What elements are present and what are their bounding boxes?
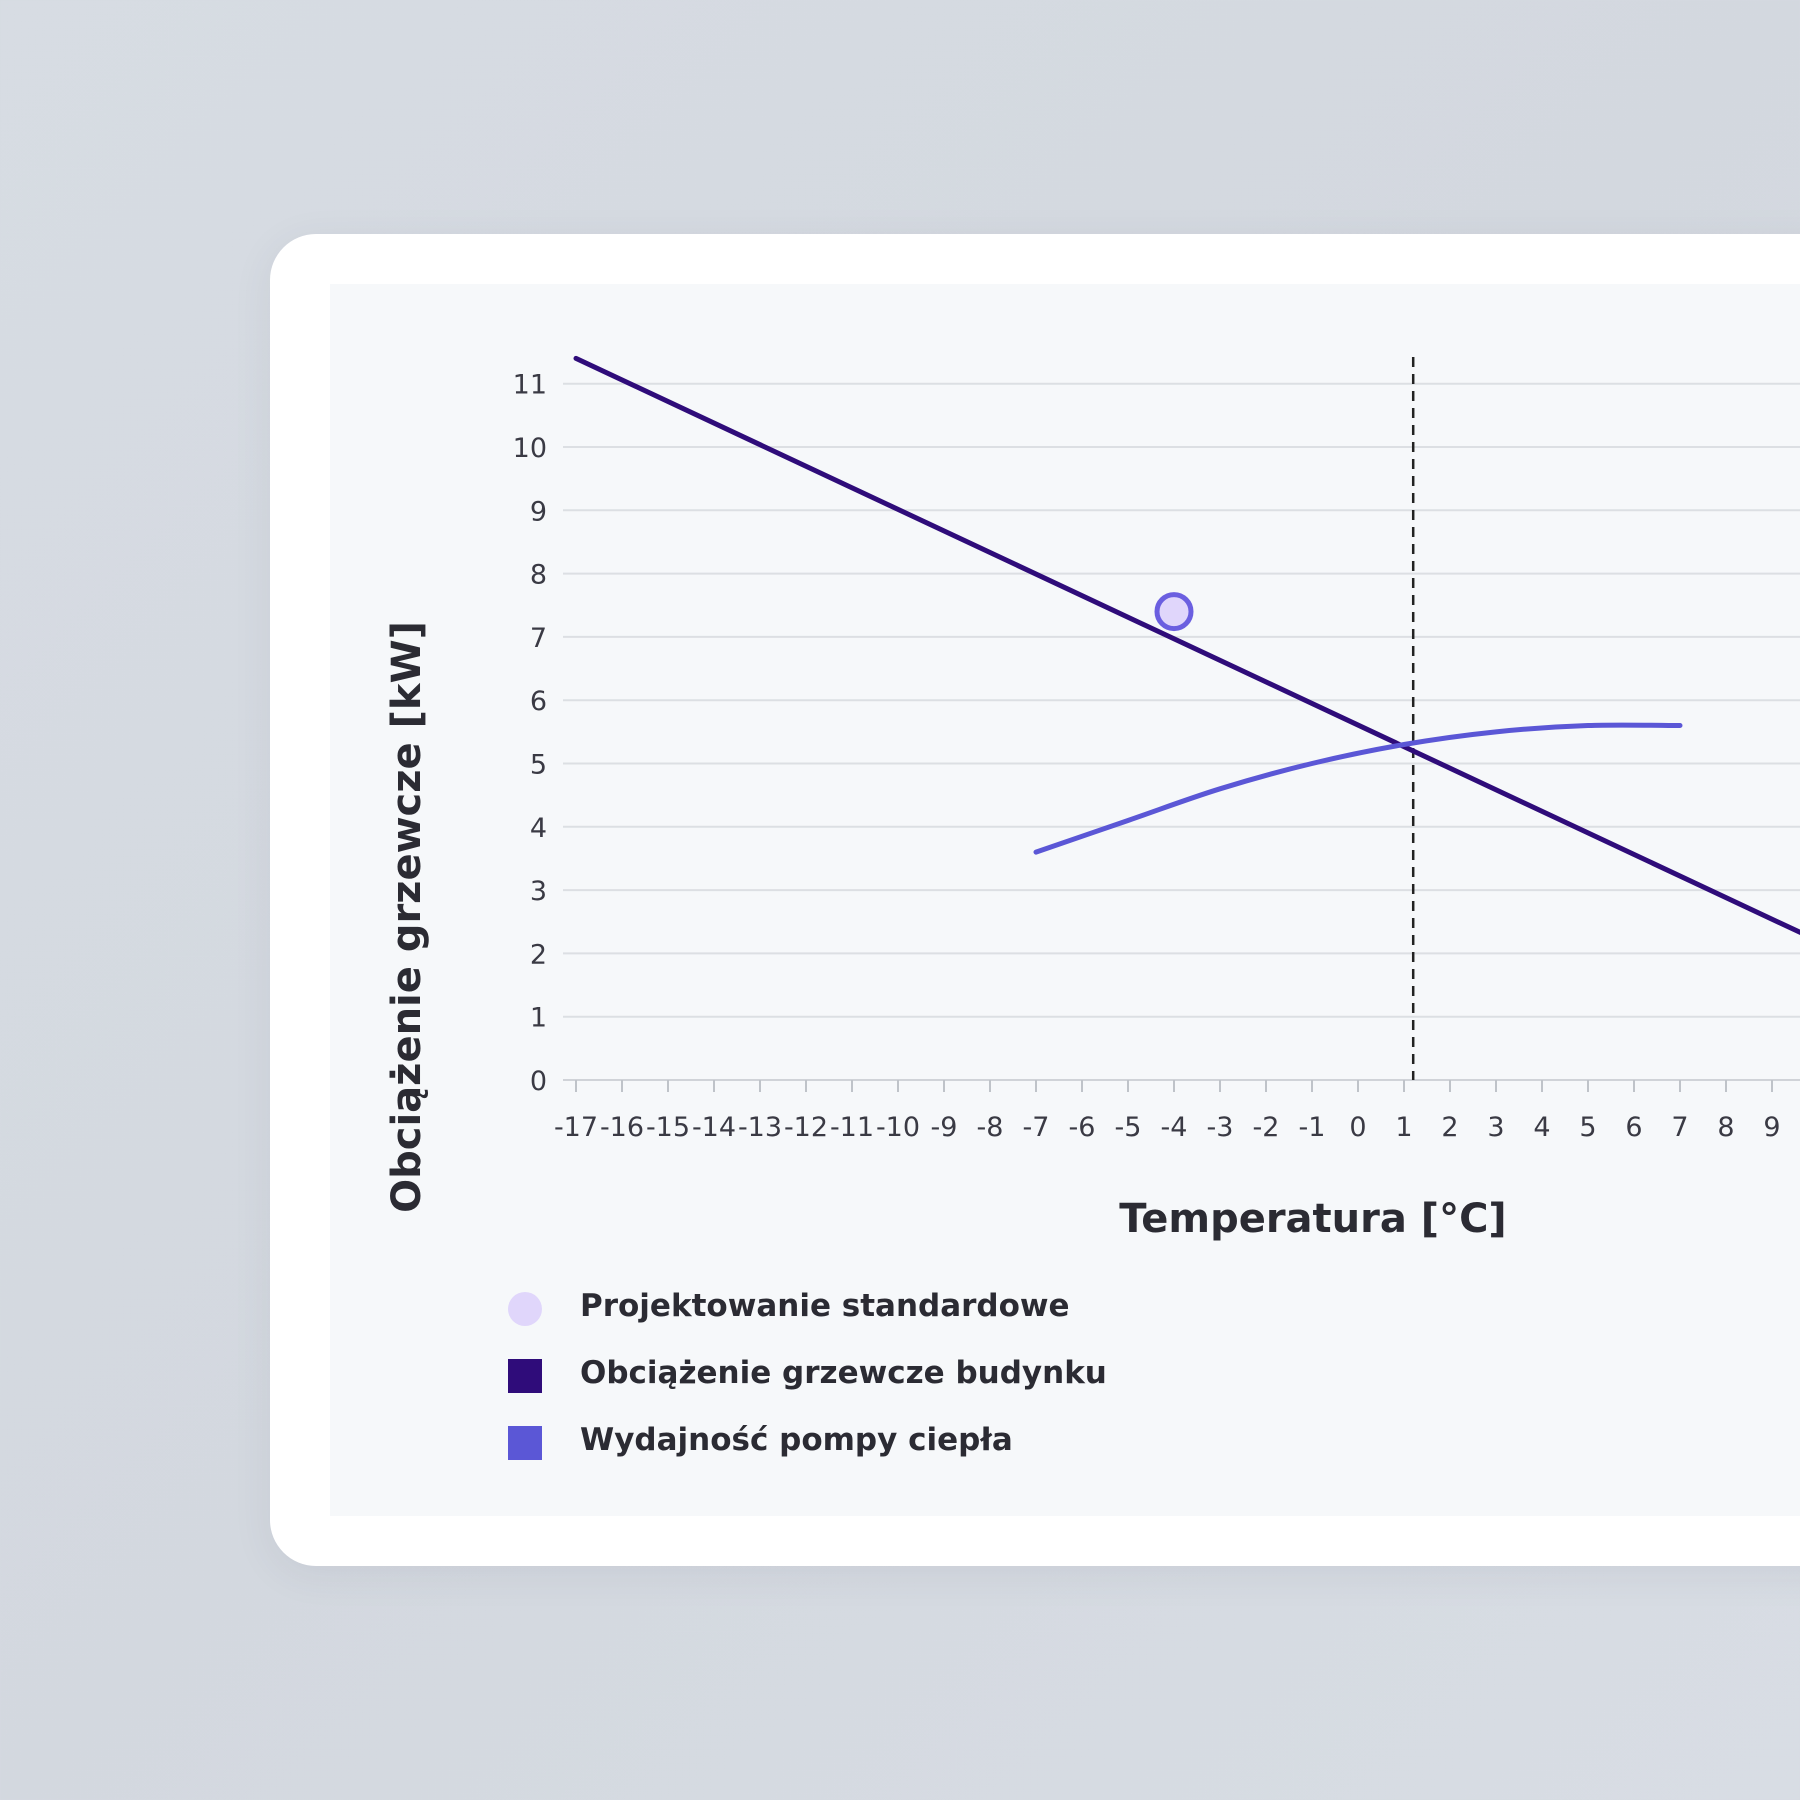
x-tick-label: 8 (1717, 1112, 1734, 1143)
legend-label: Wydajność pompy ciepła (580, 1422, 1013, 1458)
y-tick-label: 9 (530, 496, 547, 527)
x-tick-label: 7 (1671, 1112, 1688, 1143)
x-tick-label: -8 (977, 1112, 1004, 1143)
x-tick-label: -12 (784, 1112, 828, 1143)
y-tick-label: 3 (530, 876, 547, 907)
x-tick-label: -15 (646, 1112, 690, 1143)
x-tick-label: -16 (600, 1112, 644, 1143)
x-tick-label: -2 (1253, 1112, 1280, 1143)
x-tick-label: 3 (1487, 1112, 1504, 1143)
x-axis-title: Temperatura [°C] (1119, 1196, 1506, 1242)
x-tick-label: -4 (1161, 1112, 1188, 1143)
y-tick-label: 0 (530, 1066, 547, 1097)
x-tick-label: 9 (1763, 1112, 1780, 1143)
x-tick-label: -1 (1299, 1112, 1326, 1143)
chart-panel (330, 284, 1800, 1516)
design-point-marker (1154, 592, 1194, 632)
chart-card (270, 234, 1800, 1566)
x-tick-label: 6 (1625, 1112, 1642, 1143)
x-tick-label: 0 (1349, 1112, 1366, 1143)
x-tick-label: -7 (1023, 1112, 1050, 1143)
y-tick-label: 8 (530, 560, 547, 591)
legend-swatch-square (508, 1359, 542, 1393)
x-tick-label: -9 (931, 1112, 958, 1143)
x-tick-label: -10 (876, 1112, 920, 1143)
series-line-1 (1033, 722, 1683, 855)
x-tick-label: -6 (1069, 1112, 1096, 1143)
y-tick-label: 10 (513, 433, 547, 464)
x-axis (563, 1079, 1800, 1092)
legend-label: Projektowanie standardowe (580, 1288, 1070, 1324)
legend-swatch-circle (508, 1292, 542, 1326)
y-tick-label: 6 (530, 686, 547, 717)
y-tick-label: 11 (513, 370, 547, 401)
y-tick-label: 1 (530, 1003, 547, 1034)
x-tick-label: 2 (1441, 1112, 1458, 1143)
x-tick-label: -3 (1207, 1112, 1234, 1143)
x-tick-label: 4 (1533, 1112, 1550, 1143)
y-tick-label: 7 (530, 623, 547, 654)
grid-lines (563, 382, 1800, 1081)
x-tick-label: -11 (830, 1112, 874, 1143)
x-tick-label: -13 (738, 1112, 782, 1143)
legend-swatch-square (508, 1426, 542, 1460)
legend-label: Obciążenie grzewcze budynku (580, 1355, 1107, 1391)
x-tick-label: 5 (1579, 1112, 1596, 1143)
y-axis-title: Obciążenie grzewcze [kW] (384, 621, 430, 1213)
x-tick-label: -14 (692, 1112, 736, 1143)
y-tick-label: 4 (530, 813, 547, 844)
x-tick-label: -5 (1115, 1112, 1142, 1143)
y-tick-label: 2 (530, 939, 547, 970)
series-line-0 (573, 355, 1800, 936)
x-tick-label: 1 (1395, 1112, 1412, 1143)
series (573, 355, 1800, 1080)
y-tick-label: 5 (530, 750, 547, 781)
x-tick-label: -17 (554, 1112, 598, 1143)
